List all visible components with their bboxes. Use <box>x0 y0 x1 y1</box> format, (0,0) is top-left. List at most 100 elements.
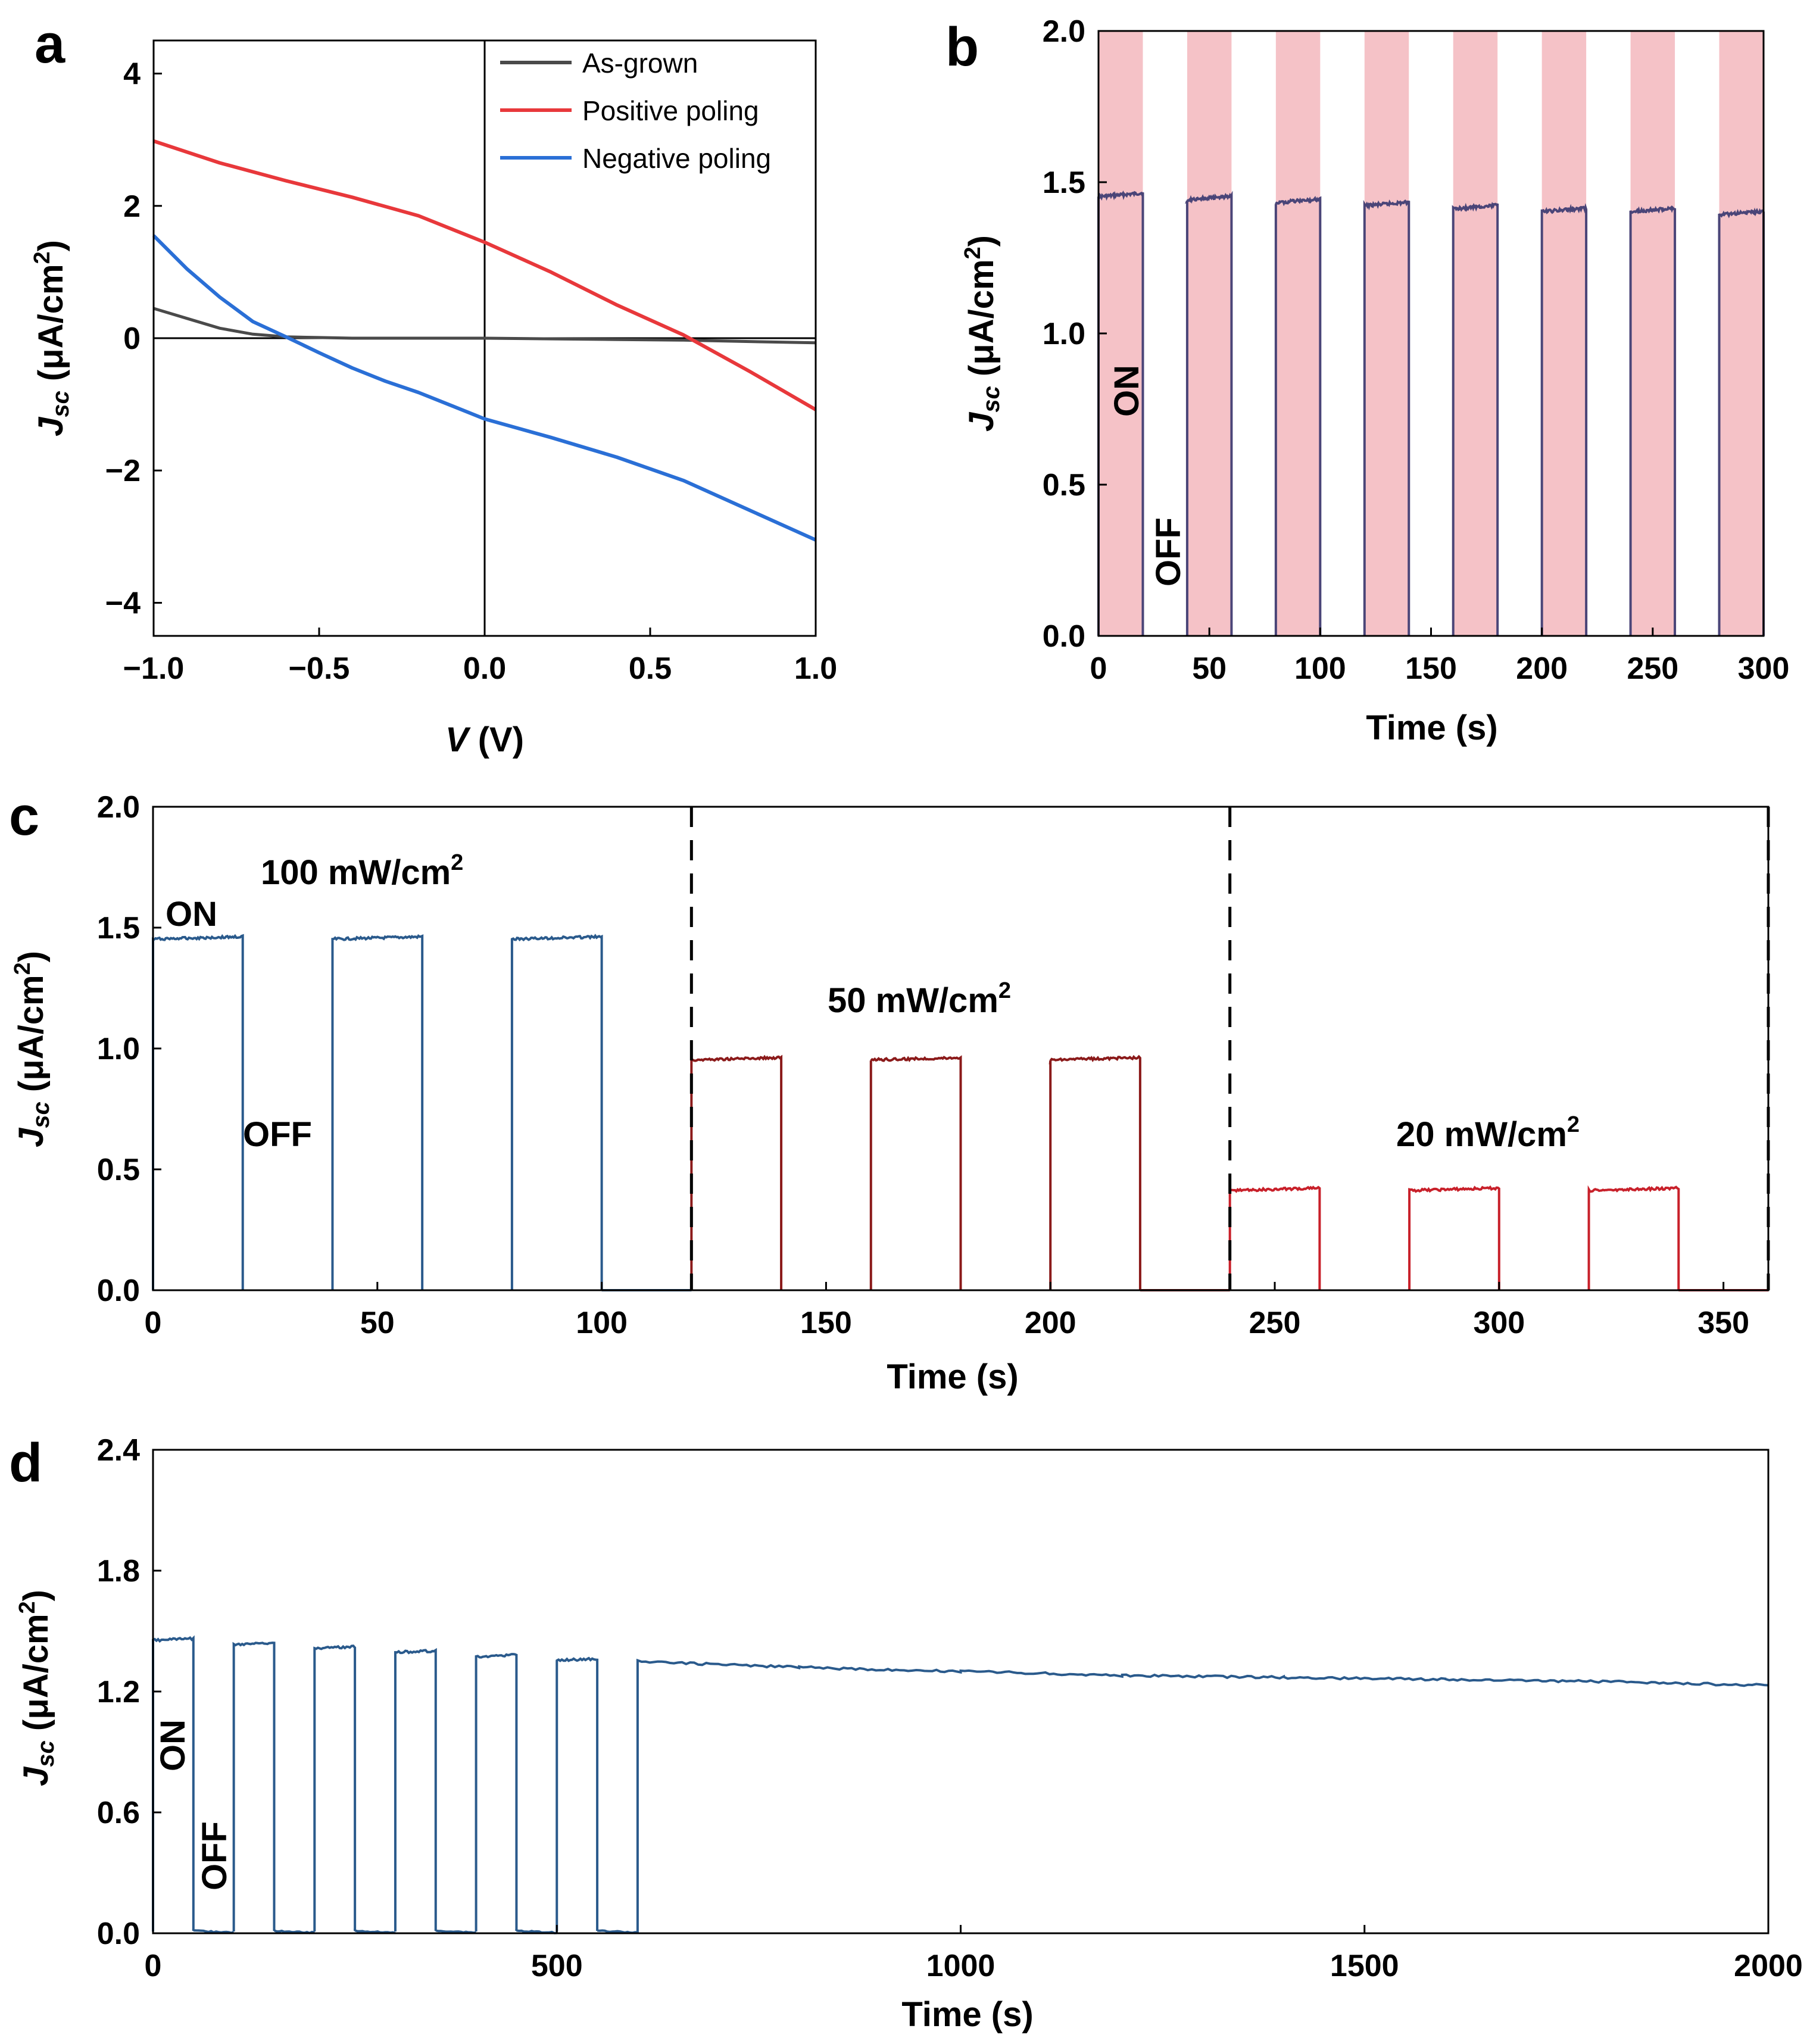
panel-d-ytick-label: 2.4 <box>97 1433 140 1468</box>
panel-b-on-label: ON <box>1107 365 1146 417</box>
panel-d-trace <box>152 1635 1769 1934</box>
panel-d-ticks: 0 500 1000 1500 2000 0.0 0.6 1.2 1.8 2.4 <box>97 1433 1803 1983</box>
panel-c-ytick-label: 0.0 <box>97 1274 140 1308</box>
panel-d: d 0 500 1000 1500 2000 0.0 0.6 1.2 1.8 2.4 Time (… <box>9 1433 1803 2034</box>
panel-b-xtick-label: 50 <box>1192 651 1227 686</box>
panel-a-ylabel-close: ) <box>32 240 70 251</box>
panel-b-xlabel: Time (s) <box>1366 709 1497 747</box>
panel-c-label-20mw-text: 20 mW/cm <box>1396 1115 1567 1154</box>
panel-b-on-shade <box>1541 31 1587 636</box>
panel-c-xtick-label: 350 <box>1697 1306 1749 1340</box>
panel-c-xtick-label: 50 <box>360 1306 395 1340</box>
panel-b-trace <box>1097 190 1765 636</box>
series-negative-poling <box>152 234 817 542</box>
panel-b-ytick-label: 2.0 <box>1043 14 1085 49</box>
panel-a-ylabel-sup: 2 <box>30 251 55 264</box>
panel-a: a −1.0 −0.5 0.0 0.5 1.0 −4 −2 0 2 4 V (V) Jsc (μA… <box>30 14 837 759</box>
panel-a-ytick-label: −2 <box>105 454 141 488</box>
panel-d-ytick-label: 0.0 <box>97 1917 140 1951</box>
panel-a-ytick-label: 0 <box>123 322 141 356</box>
panel-b-xtick-label: 250 <box>1627 651 1678 686</box>
legend-label-as-grown: As-grown <box>582 48 698 79</box>
panel-c-label-20mw: 20 mW/cm2 <box>1396 1112 1580 1154</box>
panel-b-ylabel-sub: sc <box>978 386 1004 413</box>
panel-d-ylabel-sub: sc <box>33 1740 59 1767</box>
panel-c-ytick-label: 0.5 <box>97 1153 140 1187</box>
panel-b-ylabel-unit: (μA/cm <box>962 259 1001 386</box>
panel-a-xlabel-unit: (V) <box>469 720 524 759</box>
panel-d-ylabel-main: J <box>17 1766 55 1786</box>
panel-c-label-100mw-sup: 2 <box>451 850 463 875</box>
panel-a-xtick-label: 0.5 <box>629 651 672 686</box>
panel-d-xtick-label: 0 <box>145 1949 162 1983</box>
panel-c-off-label: OFF <box>243 1115 312 1154</box>
panel-a-xtick-label: 0.0 <box>463 651 506 686</box>
panel-b-xtick-label: 300 <box>1738 651 1790 686</box>
panel-c-ylabel-main: J <box>12 1127 51 1147</box>
panel-b-ytick-label: 0.0 <box>1043 619 1085 654</box>
panel-a-ytick-label: 2 <box>123 189 141 224</box>
panel-b-ylabel-main: J <box>962 411 1001 432</box>
panel-b-letter: b <box>945 17 979 77</box>
panel-b-on-shade <box>1719 31 1764 636</box>
panel-c-letter: c <box>9 786 39 847</box>
panel-b-on-shade <box>1630 31 1675 636</box>
panel-d-xtick-label: 2000 <box>1734 1949 1803 1983</box>
panel-a-xtick-label: −1.0 <box>123 651 185 686</box>
panel-b-ytick-label: 1.5 <box>1043 166 1085 200</box>
panel-c-ytick-label: 1.5 <box>97 911 140 945</box>
panel-c-xtick-label: 300 <box>1473 1306 1525 1340</box>
panel-c-on-label: ON <box>166 895 217 934</box>
panel-d-ytick-label: 1.8 <box>97 1554 140 1589</box>
panel-a-ylabel-sub: sc <box>48 391 74 417</box>
panel-a-xtick-label: 1.0 <box>794 651 837 686</box>
panel-a-letter: a <box>35 14 65 74</box>
panel-a-plot-area <box>152 40 817 636</box>
panel-a-ylabel-main: J <box>32 416 70 436</box>
panel-c-label-50mw-text: 50 mW/cm <box>828 981 998 1020</box>
panel-b-ylabel-close: ) <box>962 235 1001 246</box>
panel-b-ylabel-sup: 2 <box>960 246 985 259</box>
panel-b-on-shade <box>1187 31 1232 636</box>
panel-b-on-shade <box>1453 31 1498 636</box>
panel-c-xtick-label: 100 <box>576 1306 628 1340</box>
panel-d-letter: d <box>9 1433 42 1493</box>
panel-d-ylabel-unit: (μA/cm <box>17 1614 55 1740</box>
panel-a-ticks: −1.0 −0.5 0.0 0.5 1.0 −4 −2 0 2 4 <box>105 57 837 686</box>
panel-b-on-shade <box>1364 31 1409 636</box>
panel-c-ylabel-unit: (μA/cm <box>12 975 51 1101</box>
panel-c-xlabel: Time (s) <box>887 1358 1018 1396</box>
panel-b-xtick-label: 150 <box>1405 651 1457 686</box>
panel-c-xtick-label: 150 <box>800 1306 852 1340</box>
panel-c-xtick-label: 250 <box>1249 1306 1301 1340</box>
panel-c-trace-segment <box>152 934 692 1291</box>
panel-c-trace-segment <box>1228 1185 1768 1291</box>
panel-a-xtick-label: −0.5 <box>289 651 350 686</box>
legend-label-positive-poling: Positive poling <box>582 95 759 126</box>
panel-c-xtick-label: 200 <box>1025 1306 1076 1340</box>
panel-c: c 0 50 100 150 200 250 300 350 0.0 0.5 1.0 1.5 2.0 T… <box>9 786 1770 1396</box>
panel-a-ytick-label: 4 <box>123 57 141 92</box>
panel-b-ytick-label: 0.5 <box>1043 468 1085 503</box>
panel-d-ytick-label: 1.2 <box>97 1675 140 1709</box>
panel-c-ylabel-sub: sc <box>28 1101 54 1128</box>
panel-b-ylabel: Jsc (μA/cm2) <box>960 235 1004 432</box>
panel-d-xtick-label: 1000 <box>926 1949 996 1983</box>
panel-b-xtick-label: 0 <box>1090 651 1107 686</box>
panel-a-xlabel-var: V <box>445 720 471 759</box>
panel-a-ylabel-unit: (μA/cm <box>32 264 70 391</box>
panel-c-label-20mw-sup: 2 <box>1567 1112 1580 1137</box>
panel-c-ytick-label: 1.0 <box>97 1032 140 1066</box>
panel-a-ytick-label: −4 <box>105 586 141 620</box>
panel-d-ylabel-sup: 2 <box>15 1601 40 1614</box>
panel-c-ytick-label: 2.0 <box>97 790 140 825</box>
panel-d-off-label: OFF <box>195 1821 234 1890</box>
panel-d-ylabel: Jsc (μA/cm2) <box>15 1590 59 1786</box>
panel-c-label-100mw: 100 mW/cm2 <box>261 850 463 892</box>
panel-b-ticks: 0 50 100 150 200 250 300 0.0 0.5 1.0 1.5 2.0 <box>1043 14 1790 686</box>
panel-a-legend: As-grown Positive poling Negative poling <box>500 48 771 174</box>
panel-c-label-50mw-sup: 2 <box>998 978 1011 1003</box>
panel-d-ylabel-close: ) <box>17 1590 55 1601</box>
